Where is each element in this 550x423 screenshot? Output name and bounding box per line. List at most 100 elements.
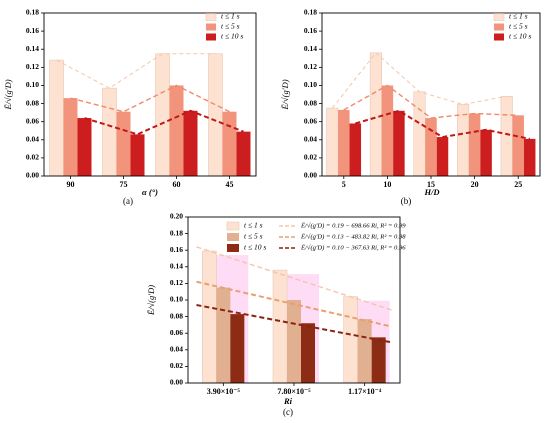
bar-b-s0-c2 [413,91,426,177]
legend-swatch-s2 [494,33,504,41]
bar-b-s0-c0 [326,107,339,177]
bar-b-s1-c3 [468,113,481,176]
trend-line-a-s2 [84,109,244,136]
trend-line-a-s1 [70,84,230,113]
legend-label-s0: t ≤ 1 s [244,221,263,230]
bar-a-s1-c2 [169,85,184,176]
y-tick-label: 0.08 [170,311,183,320]
legend-label-s1: t ≤ 5 s [221,22,240,31]
legend-a: t ≤ 1 st ≤ 5 st ≤ 10 s [205,12,243,41]
bar-a-s1-c1 [116,111,131,176]
y-tick-label: 0.08 [304,98,317,107]
bar-a-s0-c0 [49,59,64,177]
bar-b-s1-c2 [425,118,437,176]
bar-b-s1-c4 [512,115,524,176]
x-tick-label: 90 [67,180,75,189]
y-tick-label: 0.12 [304,62,317,71]
y-tick-label: 0.02 [304,153,317,162]
legend-b: t ≤ 1 st ≤ 5 st ≤ 10 s [493,12,531,41]
legend-swatch-s1 [206,23,216,31]
panel-caption: (a) [123,196,133,206]
y-tick-label: 0.10 [304,80,317,89]
x-axis-label: Ri [283,396,293,406]
x-tick-label: 3.90×10⁻⁵ [207,387,241,396]
bar-b-s2-c4 [523,138,536,176]
bar-a-s0-c1 [102,87,117,177]
y-tick-label: 0.16 [304,26,317,35]
y-tick-label: 0.02 [170,361,183,370]
bar-c-s0-c1 [272,269,288,384]
y-tick-label: 0.16 [170,245,183,254]
y-axis-label: Ē/√(g'D) [280,79,290,110]
bar-b-s2-c2 [436,137,449,176]
legend-c: t ≤ 1 s t ≤ 5 s t ≤ 10 s Ē/√(g'D) = 0.19 − … [226,221,406,252]
y-tick-label: 0.20 [170,212,183,221]
y-tick-label: 0.14 [304,44,317,53]
y-tick-label: 0.08 [26,98,39,107]
bar-a-s2-c0 [77,118,92,176]
panel-caption: (b) [401,196,412,206]
bar-b-s1-c1 [381,85,394,176]
x-tick-label: 1.17×10⁻⁴ [348,387,382,396]
x-tick-label: 7.80×10⁻⁵ [277,387,311,396]
bar-b-s0-c1 [369,52,382,177]
legend-label-s2: t ≤ 10 s [509,32,531,41]
bar-c-s1-c2 [357,319,372,383]
fit-line-2 [196,303,392,344]
y-tick-label: 0.18 [304,8,317,17]
y-tick-label: 0.12 [170,278,183,287]
legend-fit-label-1: Ē/√(g'D) = 0.13 − 483.82 Ri, R² = 0.98 [300,233,406,241]
y-tick-label: 0.14 [170,262,183,271]
bar-c-s0-c0 [202,250,217,384]
fit-line-0 [196,246,392,311]
y-axis-label: Ē/√(g'D) [146,285,156,316]
x-axis-label: H/D [423,187,439,197]
bar-a-s2-c1 [130,134,145,176]
y-tick-label: 0.04 [170,345,183,354]
y-tick-label: 0.18 [26,8,39,17]
legend-label-s2: t ≤ 10 s [244,243,266,252]
legend-label-s0: t ≤ 1 s [221,12,240,21]
trend-line-b-s0 [331,52,507,109]
legend-swatch-s0 [493,13,505,21]
trend-line-b-s2 [355,109,530,140]
x-axis-label: α (°) [142,187,158,197]
legend-swatch-s0 [205,13,217,21]
legend-swatch-s1 [227,233,239,241]
y-tick-label: 0.00 [304,171,317,180]
y-tick-label: 0.06 [26,116,39,125]
chart-panel-a: 0.00 0.02 0.04 0.06 0.08 0.10 0.12 0.14 0.16 0.18… [3,8,257,206]
x-tick-label: 75 [120,180,128,189]
legend-label-s1: t ≤ 5 s [244,232,263,241]
legend-swatch-s2 [206,33,216,41]
bar-a-s0-c3 [208,53,223,177]
x-tick-label: 25 [514,180,522,189]
legend-swatch-s2 [227,244,239,252]
bar-a-s2-c2 [183,110,198,176]
legend-swatch-s0 [226,221,240,231]
x-tick-label: 15 [427,180,435,189]
bar-b-s1-c0 [338,109,350,176]
bar-c-s0-c2 [343,296,358,384]
bar-a-s1-c0 [63,98,78,176]
x-tick-label: 20 [471,180,479,189]
legend-label-s0: t ≤ 1 s [509,12,528,21]
y-tick-label: 0.04 [304,134,317,143]
legend-label-s2: t ≤ 10 s [221,32,243,41]
bar-b-s2-c1 [393,110,405,176]
x-tick-label: 60 [173,180,181,189]
legend-fit-label-0: Ē/√(g'D) = 0.19 − 698.66 Ri, R² = 0.99 [300,222,406,230]
bar-c-s1-c1 [287,300,301,383]
y-tick-label: 0.18 [170,228,183,237]
x-tick-label: 45 [226,180,234,189]
y-tick-label: 0.10 [170,295,183,304]
bar-c-s2-c2 [371,337,386,383]
bar-c-s2-c0 [230,314,245,383]
y-tick-label: 0.12 [26,62,39,71]
y-tick-label: 0.14 [26,44,39,53]
trend-line-a-s0 [56,53,216,89]
y-tick-label: 0.00 [170,378,183,387]
bar-a-s2-c3 [236,131,251,176]
y-tick-label: 0.06 [304,116,317,125]
y-tick-label: 0.16 [26,26,39,35]
